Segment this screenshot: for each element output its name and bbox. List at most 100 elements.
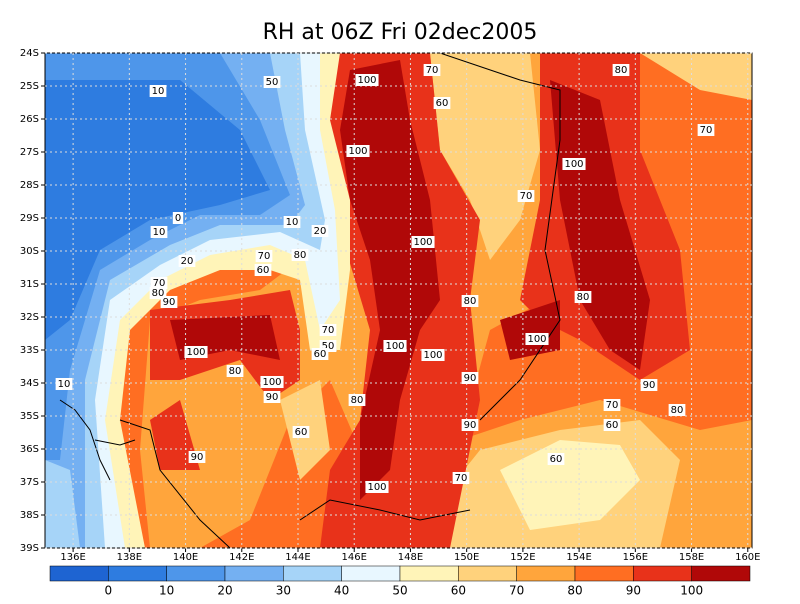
y-tick-label: 30S: [20, 246, 39, 257]
contour-label: 10: [286, 217, 299, 228]
contour-label-box: [184, 346, 208, 358]
contour-label-box: [433, 97, 451, 109]
colorbar-swatch: [224, 565, 284, 582]
contour-label: 100: [564, 159, 583, 170]
contour-label-box: [150, 277, 168, 289]
title: RH at 06Z Fri 02dec2005: [263, 20, 538, 45]
colorbar-label: 0: [105, 584, 113, 598]
y-tick-label: 37S: [20, 477, 39, 488]
colorbar-label: 90: [626, 584, 641, 598]
contour-label: 70: [455, 473, 468, 484]
contour-label: 60: [550, 454, 563, 465]
contour-label-box: [226, 365, 244, 377]
y-tick-label: 31S: [20, 279, 39, 290]
contour-label: 10: [58, 379, 71, 390]
colorbar-label: 70: [509, 584, 524, 598]
colorbar-label: 60: [451, 584, 466, 598]
contour-label-box: [254, 264, 272, 276]
contour-label: 10: [153, 227, 166, 238]
contour-label-box: [461, 419, 479, 431]
y-tick-label: 35S: [20, 411, 39, 422]
contour-label: 100: [357, 75, 376, 86]
x-tick-label: 136E: [60, 552, 85, 563]
colorbar-label: 20: [217, 584, 232, 598]
x-tick-label: 150E: [454, 552, 479, 563]
contour-label: 70: [606, 400, 619, 411]
contour-label-box: [263, 391, 281, 403]
contour-label-box: [292, 426, 310, 438]
contour-label-box: [461, 295, 479, 307]
contour-label-box: [263, 76, 281, 88]
colorbar-swatch: [166, 565, 226, 582]
contour-label-box: [311, 348, 329, 360]
x-tick-label: 154E: [566, 552, 591, 563]
contour-label-box: [188, 451, 206, 463]
colorbar-swatch: [633, 565, 692, 582]
contour-label: 100: [423, 350, 442, 361]
contour-label: 90: [464, 420, 477, 431]
contour-label-box: [612, 64, 630, 76]
contour-label: 90: [266, 392, 279, 403]
y-tick-label: 27S: [20, 147, 39, 158]
contour-label: 100: [385, 341, 404, 352]
contour-label-box: [346, 145, 370, 157]
contour-label-box: [260, 376, 284, 388]
x-tick-label: 146E: [342, 552, 367, 563]
colorbar-label: 30: [276, 584, 291, 598]
y-tick-label: 29S: [20, 213, 39, 224]
contour-label-box: [172, 212, 184, 224]
y-tick-label: 38S: [20, 510, 39, 521]
contour-label-box: [452, 472, 470, 484]
contour-label-box: [160, 296, 178, 308]
contour-label: 100: [413, 237, 432, 248]
contour-label: 70: [258, 251, 271, 262]
contour-label: 80: [229, 366, 242, 377]
y-tick-label: 39S: [20, 543, 39, 554]
colorbar-swatch: [691, 565, 751, 582]
contour-label: 90: [163, 297, 176, 308]
contour-label-box: [150, 226, 168, 238]
contour-label: 80: [294, 250, 307, 261]
contour-label-box: [547, 453, 565, 465]
contour-label-box: [283, 216, 301, 228]
contour-label: 90: [643, 380, 656, 391]
rh-field: [45, 53, 752, 548]
contour-label: 100: [367, 482, 386, 493]
colorbar-swatch: [108, 565, 167, 582]
colorbar-label: 10: [159, 584, 174, 598]
contour-label: 0: [175, 213, 181, 224]
colorbar-swatch: [458, 565, 517, 582]
contour-label-box: [461, 372, 479, 384]
colorbar-swatch: [574, 565, 634, 582]
colorbar-label: 50: [392, 584, 407, 598]
contour-label: 50: [322, 341, 335, 352]
contour-label-box: [311, 225, 329, 237]
colorbar-label: 40: [334, 584, 349, 598]
contour-label-box: [517, 190, 535, 202]
y-tick-label: 25S: [20, 81, 39, 92]
contour-label: 90: [464, 373, 477, 384]
contour-label-box: [423, 64, 441, 76]
contour-label-box: [149, 85, 167, 97]
contour-label: 70: [426, 65, 439, 76]
contour-label-box: [574, 291, 592, 303]
contour-label: 60: [314, 349, 327, 360]
x-tick-label: 140E: [173, 552, 198, 563]
contour-label-box: [668, 404, 686, 416]
x-tick-label: 138E: [117, 552, 142, 563]
contour-label: 80: [577, 292, 590, 303]
contour-label: 70: [322, 325, 335, 336]
contour-label: 70: [153, 278, 166, 289]
contour-label-box: [178, 255, 196, 267]
contour-label: 60: [257, 265, 270, 276]
contour-label-box: [411, 236, 435, 248]
colorbar-swatch: [283, 565, 342, 582]
y-tick-label: 24S: [20, 48, 39, 59]
y-tick-label: 36S: [20, 444, 39, 455]
contour-label-box: [55, 378, 73, 390]
y-tick-label: 34S: [20, 378, 39, 389]
contour-label-box: [319, 324, 337, 336]
contour-label: 80: [464, 296, 477, 307]
contour-label-box: [525, 333, 549, 345]
x-tick-label: 144E: [285, 552, 310, 563]
